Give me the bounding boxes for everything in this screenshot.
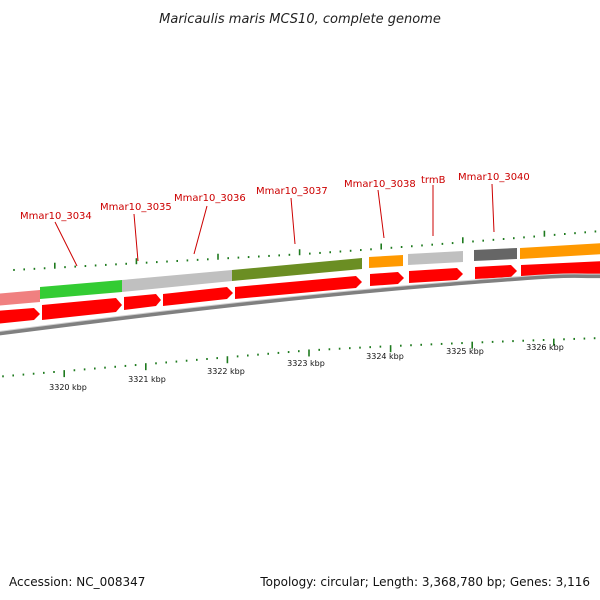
cds-arrow-track xyxy=(0,261,600,324)
gene-label-mmar10-3036[interactable]: Mmar10_3036 xyxy=(174,193,246,204)
cds-arrow-2[interactable] xyxy=(42,298,122,320)
cds-arrow-3[interactable] xyxy=(124,294,161,310)
gene-bar-mmar10-3040[interactable] xyxy=(474,248,517,261)
gene-label-mmar10-3038[interactable]: Mmar10_3038 xyxy=(344,179,416,190)
inner-tick-marks xyxy=(2,337,596,378)
kbp-label-3323: 3323 kbp xyxy=(287,359,325,368)
topology-text: Topology: circular; Length: 3,368,780 bp… xyxy=(259,575,590,589)
gene-bar-orange-right[interactable] xyxy=(520,243,600,259)
gene-bar-mmar10-3034[interactable] xyxy=(40,280,122,299)
kbp-label-3320: 3320 kbp xyxy=(49,383,87,392)
gene-label-mmar10-3040[interactable]: Mmar10_3040 xyxy=(458,172,530,183)
gene-label-mmar10-3034[interactable]: Mmar10_3034 xyxy=(20,211,92,222)
kbp-label-3326: 3326 kbp xyxy=(526,343,564,352)
accession-text: Accession: NC_008347 xyxy=(9,575,145,589)
cds-arrow-5[interactable] xyxy=(235,276,362,299)
gene-bar-mmar10-3035[interactable] xyxy=(122,270,232,292)
gene-label-leaders xyxy=(54,183,495,267)
gene-bar-pink[interactable] xyxy=(0,290,40,306)
kbp-label-3322: 3322 kbp xyxy=(207,367,245,376)
kbp-label-3324: 3324 kbp xyxy=(366,352,404,361)
kbp-label-3325: 3325 kbp xyxy=(446,347,484,356)
cds-arrow-4[interactable] xyxy=(163,287,233,306)
gene-label-mmar10-3035[interactable]: Mmar10_3035 xyxy=(100,202,172,213)
genome-backbone-highlight xyxy=(0,273,600,332)
cds-arrow-8[interactable] xyxy=(475,265,517,279)
cds-arrow-7[interactable] xyxy=(409,268,463,283)
outer-tick-marks xyxy=(13,230,597,271)
gene-feature-track xyxy=(0,243,600,306)
genome-backbone xyxy=(0,273,600,336)
gene-bar-mmar10-3037[interactable] xyxy=(232,258,362,281)
gene-label-trmb[interactable]: trmB xyxy=(421,175,446,186)
cds-arrow-6[interactable] xyxy=(370,272,404,286)
gene-label-mmar10-3037[interactable]: Mmar10_3037 xyxy=(256,186,328,197)
kbp-label-3321: 3321 kbp xyxy=(128,375,166,384)
map-title: Maricaulis maris MCS10, complete genome xyxy=(159,12,441,27)
gene-bar-trmb[interactable] xyxy=(408,251,463,265)
gene-bar-mmar10-3038[interactable] xyxy=(369,255,403,268)
gene-labels: Mmar10_3034 Mmar10_3035 Mmar10_3036 Mmar… xyxy=(20,172,530,222)
kbp-scale-labels: 3320 kbp 3321 kbp 3322 kbp 3323 kbp 3324… xyxy=(49,343,564,392)
cds-arrow-1[interactable] xyxy=(0,308,40,324)
